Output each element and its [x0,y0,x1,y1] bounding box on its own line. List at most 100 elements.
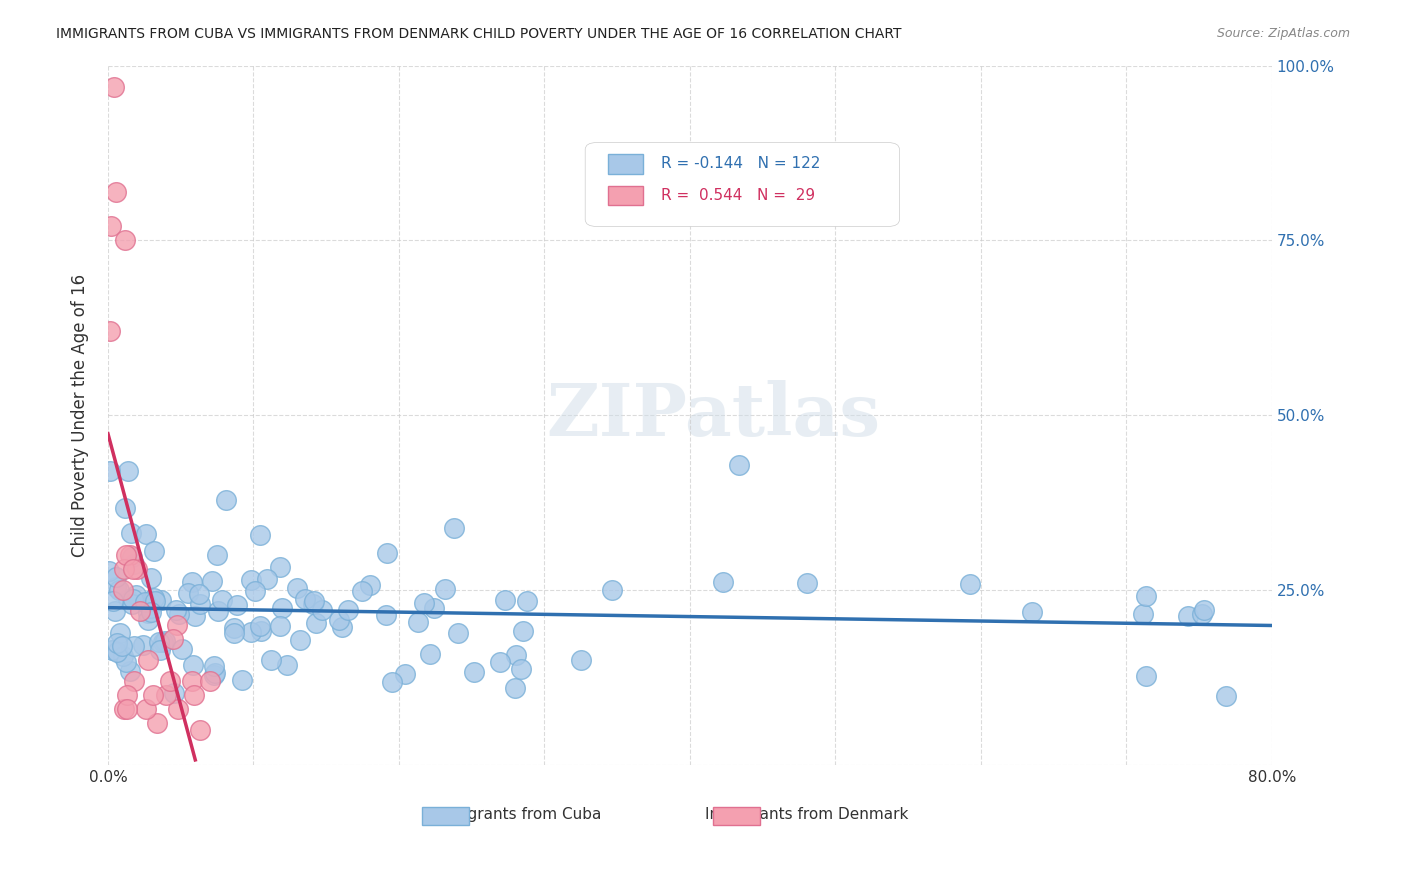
Point [512,624,534,638]
Point [112,583,135,598]
Point [103,79,125,94]
Point [489,655,512,669]
Point [167,702,190,716]
FancyBboxPatch shape [585,143,900,227]
Point [183,688,205,702]
Point [711,574,734,589]
Point [959,577,981,591]
Point [124,674,146,689]
Point [285,581,308,595]
Point [240,625,263,640]
Point [162,632,184,647]
Point [290,632,312,647]
Point [129,604,152,618]
Point [260,653,283,667]
Text: R = -0.144   N = 122: R = -0.144 N = 122 [661,156,820,171]
Text: ZIPatlas: ZIPatlas [546,380,880,450]
Point [224,621,246,635]
Point [215,492,238,507]
Point [118,548,141,562]
Point [328,613,350,627]
Point [136,653,159,667]
Point [330,620,353,634]
Point [374,608,396,623]
Point [136,607,159,621]
Point [166,618,188,632]
Point [269,559,291,574]
Point [201,574,224,588]
Point [239,573,262,587]
Point [516,594,538,608]
Point [350,584,373,599]
Point [114,234,136,248]
Text: R =  0.544   N =  29: R = 0.544 N = 29 [661,187,815,202]
Point [269,618,291,632]
Point [181,674,204,689]
Point [249,619,271,633]
Point [1135,668,1157,682]
Point [142,544,165,558]
Point [135,526,157,541]
Point [276,657,298,672]
Point [305,615,328,630]
Point [294,591,316,606]
Point [304,594,326,608]
Point [163,686,186,700]
Point [602,583,624,598]
Point [172,642,194,657]
Point [121,549,143,564]
Point [115,688,138,702]
Point [1177,608,1199,623]
Point [150,592,173,607]
Point [183,609,205,624]
Point [211,592,233,607]
Point [117,592,139,607]
Point [433,582,456,597]
Point [188,586,211,600]
Text: Source: ZipAtlas.com: Source: ZipAtlas.com [1216,27,1350,40]
Point [443,520,465,534]
Point [105,185,128,199]
Point [1215,689,1237,703]
Point [122,557,145,571]
Point [256,572,278,586]
Point [1191,607,1213,621]
Point [139,594,162,608]
Point [155,688,177,702]
Text: Immigrants from Denmark: Immigrants from Denmark [704,806,908,822]
Point [224,626,246,640]
Point [1132,607,1154,622]
Point [503,681,526,696]
Point [204,666,226,681]
Point [155,634,177,648]
Point [1192,603,1215,617]
Point [104,580,127,594]
Point [111,639,134,653]
Point [250,624,273,639]
Point [796,575,818,590]
Point [132,638,155,652]
Point [148,635,170,649]
Point [104,569,127,583]
Point [105,636,128,650]
Point [122,592,145,607]
Y-axis label: Child Poverty Under the Age of 16: Child Poverty Under the Age of 16 [72,274,89,557]
Point [125,588,148,602]
Point [149,642,172,657]
Point [1021,605,1043,619]
Point [198,674,221,689]
Point [121,598,143,612]
Point [1135,589,1157,603]
Point [377,546,399,560]
Point [202,668,225,682]
Point [112,562,135,576]
Point [270,600,292,615]
Point [181,574,204,589]
Point [134,595,156,609]
Point [120,525,142,540]
Point [188,723,211,738]
Point [569,653,592,667]
Point [207,604,229,618]
Point [413,596,436,610]
Point [117,464,139,478]
